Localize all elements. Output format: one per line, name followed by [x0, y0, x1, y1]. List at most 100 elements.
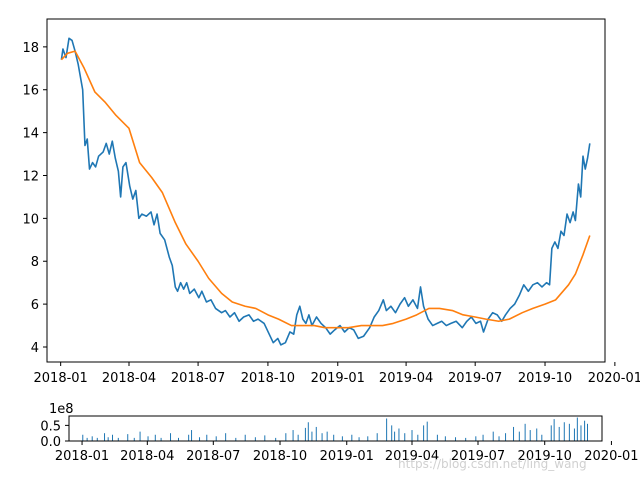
x-tick-label: 2018-10: [253, 449, 307, 464]
volume-bar: [199, 437, 201, 441]
volume-bar: [307, 422, 309, 441]
volume-bar: [275, 437, 277, 442]
volume-y-axis: 0.00.5: [40, 419, 69, 450]
x-tick-label: 2019-04: [385, 449, 439, 464]
volume-chart-frame: [68, 415, 603, 442]
volume-bar: [584, 420, 586, 441]
watermark-text: https://blog.csdn.net/ling_wang: [398, 457, 587, 471]
x-tick-label: 2019-07: [451, 449, 505, 464]
volume-bar: [351, 434, 353, 441]
volume-bar: [321, 433, 323, 441]
x-tick-label: 2018-04: [120, 449, 174, 464]
y-tick-label: 0.0: [40, 435, 61, 450]
y-tick-label: 0.5: [40, 419, 61, 434]
volume-bar: [292, 430, 294, 441]
volume-bar: [112, 434, 114, 441]
x-tick-label: 2019-04: [379, 371, 433, 386]
volume-bar: [367, 436, 369, 441]
x-tick-label: 2020-01: [584, 449, 638, 464]
volume-bar: [376, 433, 378, 441]
y-tick-label: 10: [22, 212, 39, 227]
price-chart-frame: [46, 18, 606, 363]
price-series-layer: [60, 37, 591, 346]
volume-bar: [147, 436, 149, 441]
volume-bar: [333, 434, 335, 441]
volume-bar: [423, 425, 425, 442]
x-tick-label: 2019-01: [311, 371, 365, 386]
volume-bar: [117, 437, 119, 442]
volume-bar: [587, 423, 588, 441]
volume-bar: [553, 419, 555, 442]
volume-bar: [264, 435, 266, 442]
volume-bar: [568, 423, 570, 441]
volume-bar: [498, 436, 500, 441]
series-line-0: [60, 37, 591, 346]
volume-bar: [394, 431, 396, 442]
y-tick-label: 4: [31, 341, 39, 356]
volume-bar: [191, 430, 193, 441]
x-tick-label: 2019-10: [518, 449, 572, 464]
volume-bar: [215, 436, 217, 441]
volume-bar: [529, 430, 531, 441]
volume-bar: [139, 431, 141, 442]
volume-bar: [104, 433, 106, 441]
y-tick-label: 6: [31, 298, 39, 313]
volume-bar: [315, 426, 317, 441]
x-tick-label: 2019-10: [518, 371, 572, 386]
x-tick-label: 2018-07: [186, 449, 240, 464]
volume-bar: [91, 436, 93, 441]
volume-bar: [326, 431, 328, 442]
volume-bar: [391, 425, 393, 442]
volume-bar: [536, 428, 538, 441]
volume-bar: [386, 418, 388, 441]
volume-bar: [341, 436, 343, 441]
volume-bar: [404, 433, 406, 441]
volume-bar: [455, 437, 457, 441]
volume-bar: [304, 427, 306, 442]
volume-bar: [524, 423, 526, 441]
volume-bar: [411, 430, 413, 441]
x-tick-label: 2018-01: [55, 449, 109, 464]
volume-bar: [206, 434, 208, 441]
volume-bar: [82, 434, 84, 441]
volume-bar: [417, 434, 419, 441]
volume-bar: [492, 431, 494, 442]
y-tick-label: 8: [31, 255, 39, 270]
volume-bar: [475, 436, 477, 441]
volume-bar: [558, 426, 560, 441]
volume-bar: [254, 437, 256, 441]
series-line-1: [60, 50, 591, 329]
volume-bar: [154, 434, 156, 441]
volume-bar: [107, 437, 109, 441]
volume-bar: [426, 421, 428, 442]
volume-bar: [188, 434, 190, 441]
volume-bar: [96, 437, 98, 442]
volume-offset-label: 1e8: [49, 402, 74, 417]
volume-bar: [465, 437, 467, 442]
x-tick-label: 2018-07: [171, 371, 225, 386]
volume-bar: [133, 437, 135, 442]
volume-bar: [170, 433, 172, 441]
volume-bar: [550, 425, 552, 442]
volume-bar: [573, 428, 575, 441]
volume-bar: [358, 437, 360, 441]
volume-bar: [444, 436, 446, 441]
x-tick-label: 2018-04: [102, 371, 156, 386]
volume-bars-layer: [82, 417, 588, 442]
price-x-axis: 2018-01 2018-04 2018-07 2018-10 2019-01 2019-…: [34, 362, 640, 386]
price-chart: 2018-01 2018-04 2018-07 2018-10 2019-01 2019-…: [22, 18, 640, 386]
volume-bar: [482, 434, 484, 441]
x-tick-label: 2019-01: [320, 449, 374, 464]
volume-bar: [563, 422, 565, 441]
volume-bar: [160, 437, 162, 442]
volume-bar: [285, 433, 287, 441]
y-tick-label: 12: [22, 169, 39, 184]
volume-bar: [244, 434, 246, 441]
volume-bar: [178, 437, 179, 442]
volume-bar: [86, 437, 88, 442]
x-tick-label: 2019-07: [448, 371, 502, 386]
volume-bar: [398, 428, 400, 441]
y-tick-label: 14: [22, 127, 39, 142]
